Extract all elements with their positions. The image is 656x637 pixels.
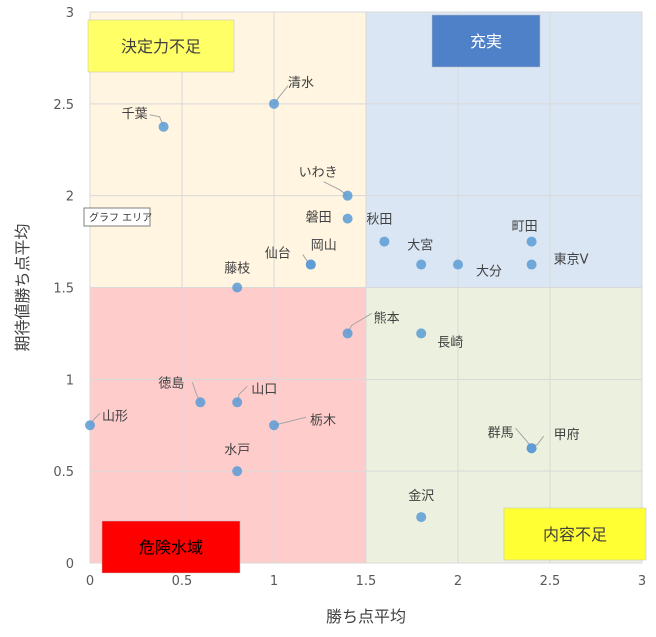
grid-lines [89,11,643,564]
point-label: 甲府 [554,428,580,443]
point-label: 藤枝 [224,262,250,277]
point-label: いわき [299,166,338,181]
point-label: 大宮 [407,238,433,254]
data-point[interactable]: 町田 [512,220,538,247]
point-label: 長崎 [437,335,463,350]
point-marker[interactable] [416,259,427,270]
data-point[interactable]: 岡山 [305,239,337,270]
y-tick-label: 1 [66,373,74,388]
data-point[interactable]: 栃木 [269,413,336,431]
data-point[interactable]: 徳島 [158,376,206,408]
point-marker[interactable] [416,512,427,523]
quadrant-label-box [431,14,541,68]
quadrant-label-text: 決定力不足 [121,37,201,56]
data-point[interactable]: 磐田 [306,211,353,226]
point-label: 熊本 [374,310,400,326]
point-label: 栃木 [310,413,336,428]
point-label: 千葉 [122,107,148,122]
data-point[interactable]: 大分 [453,259,502,280]
point-marker[interactable] [453,259,463,270]
data-point[interactable]: 千葉 [122,107,169,132]
data-point[interactable]: 山形 [85,409,128,431]
data-point[interactable]: 甲府 [526,428,580,454]
point-marker[interactable] [379,236,390,247]
point-label: 金沢 [408,488,434,504]
point-marker[interactable] [526,443,537,454]
x-tick-label: 2.5 [540,574,561,589]
y-axis-title: 期待値勝ち点平均 [13,223,32,351]
data-point[interactable]: 金沢 [408,488,434,523]
quadrant-label-bottom-left: 危険水域 [101,520,241,574]
y-tick-label: 0 [66,557,74,572]
y-tick-label: 0.5 [53,465,74,480]
x-tick-label: 1.5 [356,574,377,589]
data-point[interactable]: 藤枝 [224,262,250,293]
quadrant-label-top-right: 充実 [431,14,541,68]
point-label: 清水 [288,76,314,91]
point-marker[interactable] [232,282,243,293]
quadrant-label-text: 危険水域 [139,538,203,557]
quadrant-label-box [101,520,241,574]
point-label: 群馬 [488,426,514,441]
data-point[interactable]: 清水 [269,76,314,109]
point-label: 山口 [251,382,277,397]
data-point[interactable]: 秋田 [366,213,392,247]
tooltip-box [83,207,151,227]
tooltip-text: グラフ エリア [89,211,152,224]
point-label: 磐田 [306,211,332,226]
data-point[interactable]: 山口 [232,382,277,408]
point-marker[interactable] [342,213,353,224]
quadrant-label-bottom-right: 内容不足 [503,507,647,561]
y-tick-label: 1.5 [53,282,74,297]
y-tick-label: 2 [66,190,74,205]
point-marker[interactable] [158,121,169,132]
point-label: 山形 [102,409,128,424]
quadrant-label-box [503,507,647,561]
point-label: 仙台 [265,247,291,262]
quadrant-label-text: 内容不足 [543,525,607,544]
chart-area-tooltip: グラフ エリア [83,207,152,227]
y-tick-label: 3 [66,6,74,21]
data-point[interactable]: 熊本 [342,310,400,339]
point-label: 東京V [554,252,589,268]
data-point[interactable]: いわき [299,166,353,201]
data-point[interactable]: 大宮 [407,238,433,270]
x-tick-label: 1 [270,574,278,589]
point-marker[interactable] [195,397,206,408]
point-marker[interactable] [269,98,279,109]
x-tick-label: 3 [638,574,646,589]
point-label: 水戸 [224,443,250,458]
data-point[interactable]: 東京V [526,252,589,270]
point-label: 徳島 [158,376,184,391]
point-marker[interactable] [342,190,353,201]
x-tick-label: 2 [454,574,462,589]
point-marker[interactable] [269,420,279,431]
point-marker[interactable] [416,328,427,339]
point-label: 秋田 [366,213,392,228]
point-marker[interactable] [526,236,537,247]
y-tick-label: 2.5 [53,98,74,113]
quadrant-label-text: 充実 [470,32,502,51]
point-label: 町田 [512,220,538,235]
quadrant-bottom-left [90,287,366,563]
point-marker[interactable] [85,420,95,431]
point-marker[interactable] [342,328,353,339]
x-tick-label: 0 [86,574,94,589]
point-marker[interactable] [305,259,316,270]
quadrant-label-top-left: 決定力不足 [87,19,235,73]
point-marker[interactable] [232,466,243,477]
point-marker[interactable] [232,397,243,408]
tick-labels: 0 0.5 1 1.5 2 2.5 3 0 0.5 1 1.5 2 2.5 3 [53,6,646,589]
point-label: 大分 [476,265,502,280]
data-point[interactable]: 長崎 [416,328,463,350]
quadrant-label-box [87,19,235,73]
point-label: 岡山 [311,239,337,254]
point-marker[interactable] [526,259,537,270]
data-point[interactable]: 水戸 [224,443,250,477]
x-tick-label: 0.5 [172,574,193,589]
x-axis-title: 勝ち点平均 [326,607,406,626]
